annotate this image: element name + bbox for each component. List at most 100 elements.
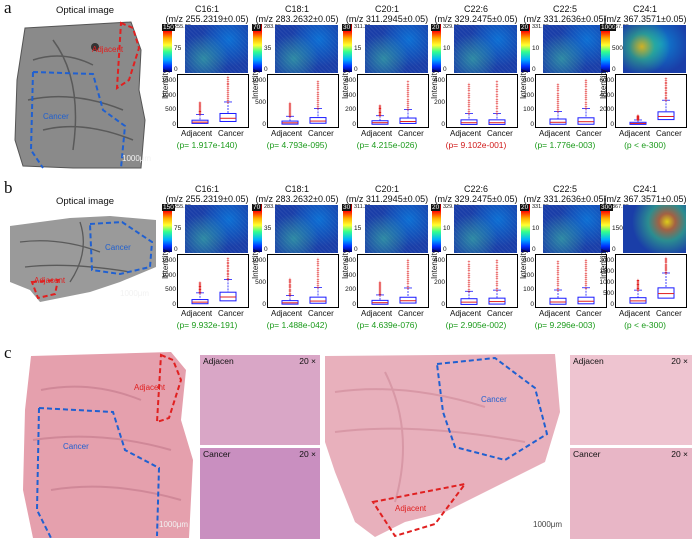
outlier-point-cancer: + [407,271,410,277]
y-tick-label: 0 [441,121,445,128]
p-value: (p < e-300) [624,320,666,330]
outlier-point-adjacent: + [557,268,560,274]
outlier-point-cancer: + [665,90,668,96]
outlier-point-adjacent: + [468,289,471,295]
colorbar [432,24,441,72]
outlier-point-adjacent: + [379,108,382,114]
outlier-point-cancer: + [496,277,499,283]
x-category-cancer: Cancer [656,129,682,138]
x-category-adjacent: Adjacent [450,129,482,138]
outlier-point-adjacent: + [199,108,202,114]
colorbar-mid: 35 [264,45,272,52]
boxplot-panel: + + + + + + + + + + + + + + + + + + + + + + + + + + + + 300 200 100 0 In… [519,69,607,128]
outlier-point-cancer: + [227,81,230,87]
outlier-point-adjacent: + [289,104,292,110]
outlier-point-adjacent: + [199,282,202,288]
colorbar [343,204,352,252]
boxplot-svg: ++++++++++++++++++++++++++++ [281,257,327,305]
outlier-point-cancer: + [227,274,230,280]
outlier-point-adjacent: + [379,113,382,119]
outlier-point-adjacent: + [199,101,202,107]
colorbar [432,204,441,252]
optical-image-a: Adjacent Cancer 1000μm [13,20,156,170]
outlier-point-adjacent: + [199,283,202,289]
lipid-column: C22:6 (m/z 329.2475±0.05) 20 10 0 329.25 + + + + +… [430,184,520,334]
mz-value: 367.36 [612,24,629,30]
outlier-point-cancer: + [585,267,588,273]
boxplot-svg: ++++++++++++++++++++++++++++ [191,257,237,305]
boxplot-panel: + + + + + + + + + + + + + + + + + + + + + + + + + + + +600 400 200 0 In… [341,69,429,128]
outlier-point-cancer: + [496,270,499,276]
outlier-point-cancer: + [407,86,410,92]
region-cancer-c-right: Cancer [481,395,507,404]
lipid-column: C24:1 (m/z 367.3571±0.05) 1000 500 0 367.36 + +… [599,4,689,154]
colorbar-mid: 15 [354,225,362,232]
outlier-point-adjacent: + [379,107,382,113]
outlier-point-adjacent: + [289,283,292,289]
boxplot-svg: ++++++++++++++++++++++++++++ [371,80,417,125]
outlier-point-adjacent: + [468,264,471,270]
outlier-point-cancer: + [585,262,588,268]
outlier-point-adjacent: + [468,96,471,102]
outlier-point-cancer: + [585,91,588,97]
outlier-point-cancer: + [227,277,230,283]
optical-tissue-a [14,21,146,169]
outlier-point-cancer: + [317,86,320,92]
outlier-point-adjacent: + [199,281,202,287]
outlier-point-cancer: + [665,97,668,103]
boxplot-svg: ++++++++++++++++++++++++++++ [371,258,417,305]
lipid-mz: (m/z 329.2475±0.05) [434,194,518,204]
boxplot-panel: + + + + + + + + + + + + + + + + + + + + + + + + + + + + 400 200 0 Inten… [430,69,518,128]
outlier-point-adjacent: + [637,117,640,123]
outlier-point-cancer: + [496,80,499,86]
lipid-mz: (m/z 255.2319±0.05) [165,194,249,204]
outlier-point-adjacent: + [289,112,292,118]
y-tick-label: 200 [345,106,356,114]
outlier-point-adjacent: + [199,109,202,115]
y-axis-label: Intensity [251,249,260,279]
colorbar-max: 70 [252,204,262,211]
outlier-point-cancer: + [407,84,410,90]
outlier-point-adjacent: + [289,286,292,292]
outlier-point-adjacent: + [468,84,471,90]
y-tick-label: 0 [530,301,534,308]
outlier-point-cancer: + [407,82,410,88]
outlier-point-adjacent: + [637,284,640,290]
outlier-point-cancer: + [665,265,668,271]
outlier-point-adjacent: + [468,98,471,104]
y-tick-label: 100 [523,286,534,294]
y-tick-label: 1000 [161,271,176,279]
outlier-point-adjacent: + [379,110,382,116]
y-tick-label: 0 [172,121,176,128]
lipid-column: C16:1 (m/z 255.2319±0.05) 150 75 0 255.23 + + + +… [161,4,251,154]
outlier-point-cancer: + [407,260,410,266]
x-category-adjacent: Adjacent [361,309,393,318]
he-zoom-label: Cancer [573,449,601,459]
outlier-point-cancer: + [227,273,230,279]
outlier-point-adjacent: + [199,110,202,116]
p-value: (p= 2.905e-002) [445,320,507,330]
ion-image [365,25,428,73]
x-category-cancer: Cancer [487,309,513,318]
magnification-label: 20 × [299,356,316,366]
outlier-point-adjacent: + [637,115,640,121]
x-category-cancer: Cancer [218,129,244,138]
y-tick-label: 0 [172,301,176,308]
x-category-cancer: Cancer [398,129,424,138]
outlier-point-cancer: + [227,96,230,102]
panel-label-c: c [4,343,12,362]
outlier-point-cancer: + [317,268,320,274]
outlier-point-adjacent: + [637,117,640,123]
outlier-point-adjacent: + [379,281,382,287]
boxplot-box-cancer [399,117,417,124]
x-category-adjacent: Adjacent [361,129,393,138]
magnification-label: 20 × [671,356,688,366]
y-tick-label: 1500 [161,257,176,264]
outlier-point-cancer: + [665,266,668,272]
lipid-name: C16:1 [194,4,220,14]
outlier-point-cancer: + [585,273,588,279]
outlier-point-adjacent: + [379,108,382,114]
x-category-cancer: Cancer [576,309,602,318]
y-tick-label: 1000 [161,91,176,99]
outlier-point-cancer: + [665,92,668,98]
